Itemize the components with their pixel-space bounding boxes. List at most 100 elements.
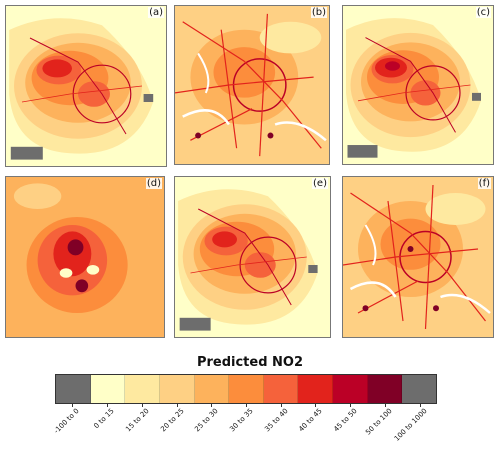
map-panel-f: (f) (342, 176, 494, 338)
road (175, 84, 229, 94)
no2-hotspot (267, 132, 274, 139)
legend-title: Predicted NO2 (196, 355, 304, 370)
no2-zone (86, 265, 100, 275)
no-data-area (472, 92, 481, 101)
legend-swatch (333, 375, 368, 403)
no-data-area (10, 146, 43, 160)
legend-tick-mark (211, 404, 213, 407)
road (395, 248, 479, 258)
road (198, 208, 292, 306)
legend-swatch (298, 375, 334, 403)
no2-hotspot (407, 246, 414, 252)
no2-zone (42, 59, 72, 78)
road (357, 84, 471, 102)
map-b-raster (175, 6, 329, 164)
legend-swatch (229, 375, 264, 403)
wadi (349, 281, 397, 298)
map-panel-a: (a) (5, 5, 167, 167)
legend-tick-label: 25 to 30 (193, 407, 220, 434)
map-panel-e: (e) (174, 176, 331, 338)
map-panel-b: (b) (174, 5, 330, 165)
road (259, 13, 268, 157)
legend-tick-labels: -100 to 0 0 to 15 15 to 20 20 to 25 25 to 30… (52, 404, 437, 450)
legend-swatch (56, 375, 91, 403)
legend-tick-label: 35 to 40 (263, 407, 290, 434)
road (387, 200, 404, 322)
road (182, 21, 245, 62)
panel-label-b: (b) (310, 7, 327, 18)
road (29, 37, 127, 135)
legend-tick-mark (280, 404, 282, 407)
no2-zone (244, 252, 276, 278)
panel-label-e: (e) (312, 178, 328, 189)
legend-tick-mark (315, 404, 317, 407)
road (220, 29, 238, 149)
panel-label-f: (f) (477, 178, 491, 189)
legend-tick-mark (384, 404, 386, 407)
no2-hotspot (195, 132, 202, 139)
no-data-area (347, 145, 378, 158)
no2-hotspot (75, 279, 89, 293)
wadi (364, 224, 377, 266)
wadi (182, 109, 230, 126)
map-a-raster (6, 6, 166, 166)
map-panel-d: (d) (5, 176, 165, 338)
legend-tick-mark (176, 404, 178, 407)
map-c-raster (343, 6, 493, 164)
no2-zone (410, 80, 441, 106)
legend-tick-mark (141, 404, 143, 407)
no-data-area (143, 94, 154, 102)
legend-swatch (90, 375, 126, 403)
no2-zone (13, 183, 62, 209)
map-e-raster (175, 177, 330, 337)
no2-zone (380, 218, 441, 270)
road (190, 256, 307, 274)
legend-tick-mark (350, 404, 352, 407)
no-data-area (179, 317, 211, 331)
panel-label-a: (a) (148, 7, 164, 18)
map-panel-c: (c) (342, 5, 494, 165)
legend-tick-label: 30 to 35 (228, 407, 255, 434)
legend-tick-label: 100 to 1000 (392, 407, 429, 443)
legend-swatch (367, 375, 403, 403)
panel-label-d: (d) (145, 178, 162, 189)
legend-tick-label: 45 to 50 (332, 407, 359, 434)
legend-tick-label: 50 to 100 (364, 407, 394, 437)
legend-swatch (194, 375, 230, 403)
road (365, 37, 456, 133)
legend-swatch (125, 375, 160, 403)
no2-zone (259, 21, 322, 54)
map-f-raster (343, 177, 493, 337)
no2-zone (59, 268, 73, 278)
legend-tick-label: 15 to 20 (124, 407, 151, 434)
legend-tick-mark (72, 404, 74, 407)
legend-tick-label: -100 to 0 (52, 407, 82, 436)
legend-tick-label: 40 to 45 (297, 407, 325, 434)
no-data-area (308, 265, 318, 273)
wadi (440, 293, 491, 314)
no2-zone (213, 47, 276, 98)
wadi (274, 121, 327, 142)
road (350, 192, 411, 234)
legend-tick-mark (246, 404, 247, 407)
map-d-raster (6, 177, 164, 337)
road (228, 76, 314, 86)
legend-swatch (402, 375, 437, 403)
no2-zone (425, 193, 486, 225)
legend-swatch (159, 375, 195, 403)
panel-label-c: (c) (475, 7, 491, 18)
no2-hotspot (385, 61, 400, 71)
no2-hotspot (67, 239, 84, 256)
no2-zone (78, 81, 110, 107)
legend-tick-mark (107, 404, 109, 407)
road (424, 184, 434, 330)
no2-hotspot (433, 305, 439, 312)
wadi (197, 52, 210, 94)
legend-swatch (263, 375, 299, 403)
no2-hotspot (362, 305, 369, 312)
legend-tick-mark (419, 404, 421, 407)
legend-tick-label: 20 to 25 (158, 407, 186, 434)
no2-zone (212, 231, 237, 248)
road (21, 85, 143, 103)
road (343, 256, 396, 266)
